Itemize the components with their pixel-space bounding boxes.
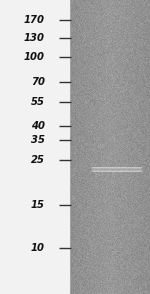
Text: 15: 15 bbox=[31, 200, 45, 210]
Text: 100: 100 bbox=[24, 52, 45, 62]
Bar bbox=[0, 0, 70, 294]
Text: 70: 70 bbox=[31, 77, 45, 87]
Text: 35: 35 bbox=[31, 135, 45, 145]
Text: 10: 10 bbox=[31, 243, 45, 253]
Text: 170: 170 bbox=[24, 15, 45, 25]
Text: 40: 40 bbox=[31, 121, 45, 131]
Text: 25: 25 bbox=[31, 155, 45, 165]
Text: 55: 55 bbox=[31, 97, 45, 107]
Text: 130: 130 bbox=[24, 33, 45, 43]
